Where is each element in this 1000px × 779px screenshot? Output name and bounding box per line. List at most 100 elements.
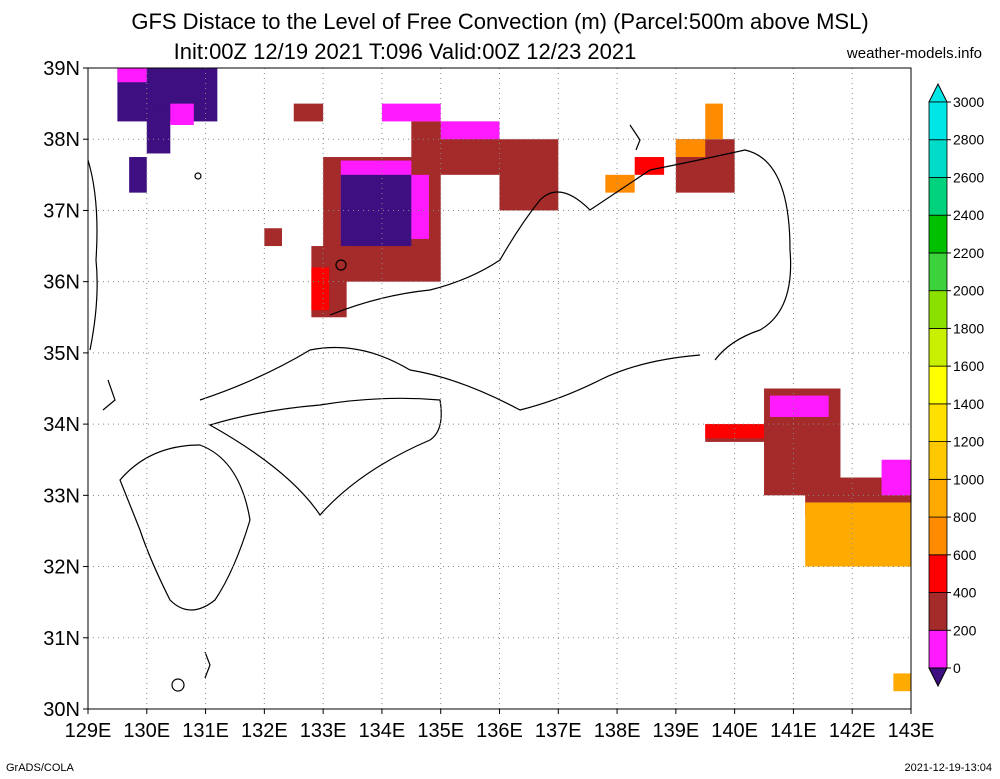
lon-label: 134E	[359, 720, 406, 742]
colorbar-top-arrow	[928, 82, 948, 103]
colorbar-label: 2800	[953, 132, 984, 148]
lon-label: 142E	[829, 720, 876, 742]
lat-label: 34N	[43, 414, 80, 436]
coast-honshu-west	[329, 149, 792, 361]
field-cell-2	[117, 68, 147, 83]
map-subtitle: Init:00Z 12/19 2021 T:096 Valid:00Z 12/2…	[173, 39, 637, 64]
lat-label: 38N	[43, 129, 80, 151]
field-cell-11	[440, 121, 500, 140]
lon-label: 133E	[300, 720, 347, 742]
colorbar-label: 800	[953, 509, 977, 525]
coast-kyushu	[119, 444, 251, 611]
lon-label: 136E	[476, 720, 523, 742]
colorbar-label: 1400	[953, 396, 984, 412]
lat-label: 33N	[43, 485, 80, 507]
colorbar-label: 0	[953, 660, 961, 676]
colorbar-label: 3000	[953, 94, 984, 110]
colorbar-swatch	[928, 478, 948, 518]
colorbar-label: 2400	[953, 207, 984, 223]
field-cell-17	[634, 157, 665, 175]
field-cell-9	[381, 103, 441, 122]
colorbar-label: 1200	[953, 434, 984, 450]
lon-label: 129E	[65, 720, 112, 742]
field-cell-20	[675, 139, 706, 158]
coast-island-3	[335, 259, 347, 271]
lat-label: 39N	[43, 58, 80, 80]
field-cell-19	[705, 103, 723, 140]
lon-label: 138E	[594, 720, 641, 742]
lon-label: 139E	[652, 720, 699, 742]
colorbar-label: 400	[953, 585, 977, 601]
colorbar-label: 1000	[953, 471, 984, 487]
colorbar-swatch	[928, 365, 948, 405]
field-cell-14	[311, 267, 330, 311]
colorbar-swatch	[928, 139, 948, 178]
colorbar-swatch	[928, 441, 948, 480]
colorbar-swatch	[928, 177, 948, 216]
lon-tick-labels: 129E 130E 131E 132E 133E 134E 135E 136E 137E 138E…	[65, 709, 935, 742]
colorbar-swatch	[928, 327, 948, 367]
field-cell-15	[264, 228, 282, 247]
coast-shikoku	[208, 397, 442, 516]
colorbar-label: 600	[953, 547, 977, 563]
lat-label: 36N	[43, 272, 80, 294]
lat-lon-grid	[88, 68, 911, 709]
lon-label: 141E	[770, 720, 817, 742]
coast-island-1	[171, 678, 185, 692]
coast-honshu-south	[199, 346, 701, 411]
lon-label: 140E	[711, 720, 758, 742]
field-cell-4	[129, 157, 147, 193]
lat-tick-labels: 30N 31N 32N 33N 34N 35N 36N 37N 38N 39N	[43, 58, 88, 721]
colorbar-swatch	[928, 516, 948, 556]
lon-label: 143E	[888, 720, 935, 742]
field-cell-24	[769, 395, 829, 417]
lat-label: 37N	[43, 200, 80, 222]
coastlines	[87, 124, 792, 692]
colorbar-swatch	[928, 403, 948, 443]
colorbar-swatch	[928, 252, 948, 292]
colorbar-label: 1600	[953, 358, 984, 374]
lat-label: 30N	[43, 699, 80, 721]
lon-label: 137E	[535, 720, 582, 742]
coast-island-4	[194, 172, 202, 180]
footer-credit: GrADS/COLA	[6, 762, 74, 774]
field-cell-12	[499, 139, 559, 211]
footer-timestamp: 2021-12-19-13:04	[904, 762, 992, 774]
colorbar-label: 2000	[953, 283, 984, 299]
map-title: GFS Distace to the Level of Free Convect…	[131, 9, 869, 34]
colorbar-bottom-arrow	[928, 667, 948, 688]
field-cell-27	[881, 459, 911, 496]
colorbar-swatch	[928, 290, 948, 329]
colorbar-label: 1800	[953, 320, 984, 336]
colorbar-label: 2600	[953, 169, 984, 185]
lon-label: 131E	[182, 720, 229, 742]
lon-label: 135E	[417, 720, 464, 742]
field-cell-3	[170, 103, 194, 125]
lat-label: 31N	[43, 628, 80, 650]
field-cell-26	[805, 502, 911, 567]
colorbar-label: 200	[953, 622, 977, 638]
lon-label: 132E	[241, 720, 288, 742]
site-label: weather-models.info	[846, 45, 982, 62]
colorbar-label: 2200	[953, 245, 984, 261]
lon-label: 130E	[123, 720, 170, 742]
field-cells	[117, 68, 911, 692]
colorbar-swatch	[928, 554, 948, 593]
coast-island-2	[204, 651, 211, 679]
field-cell-5	[293, 103, 324, 122]
colorbar-swatch	[928, 214, 948, 254]
lat-label: 35N	[43, 343, 80, 365]
coast-sado	[629, 124, 641, 151]
coast-island-5	[102, 379, 116, 411]
colorbar-swatch	[928, 629, 948, 669]
lat-label: 32N	[43, 557, 80, 579]
field-cell-8	[340, 174, 412, 247]
field-cell-16	[605, 174, 635, 193]
colorbar-swatch	[928, 101, 948, 141]
colorbar-swatch	[928, 592, 948, 631]
coast-korea	[87, 159, 98, 351]
field-cell-28	[893, 673, 911, 692]
field-cell-22	[705, 424, 765, 439]
field-cell-1	[146, 110, 171, 154]
